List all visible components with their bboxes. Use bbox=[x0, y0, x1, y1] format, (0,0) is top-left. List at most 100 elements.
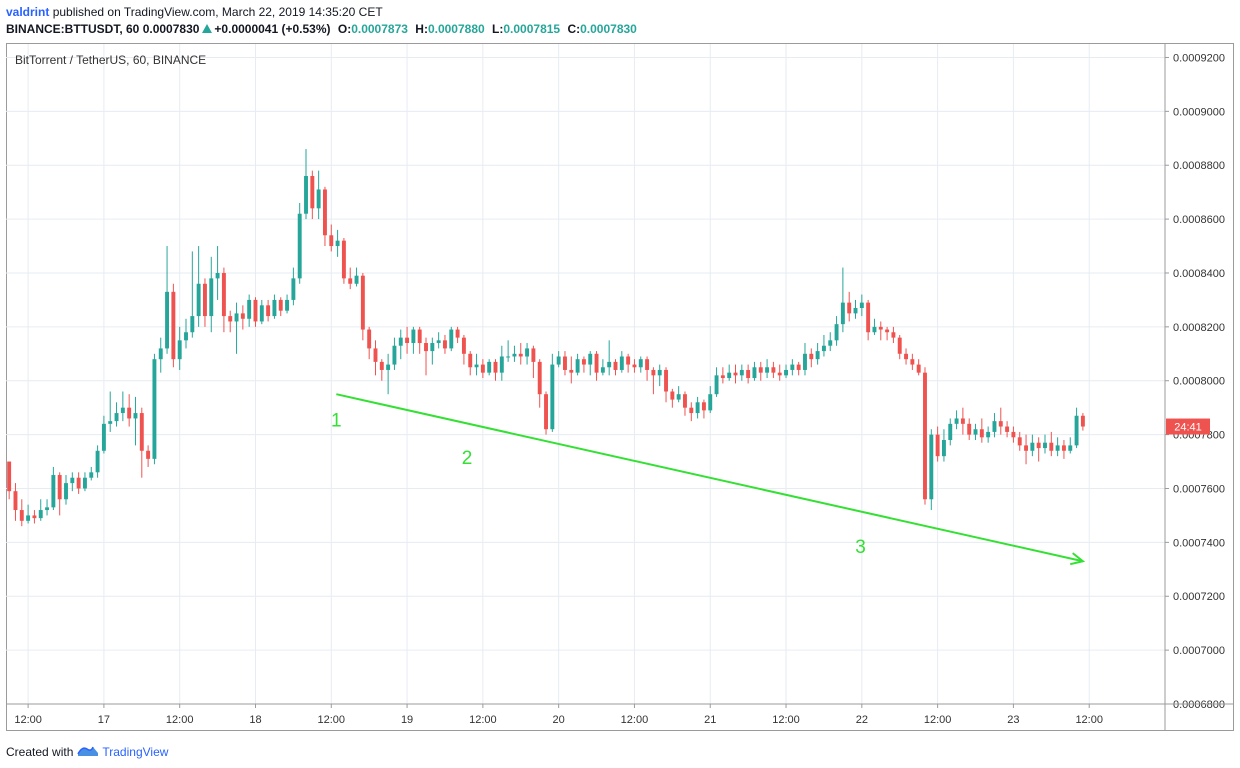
candle-body bbox=[998, 421, 1003, 427]
candle-body bbox=[146, 450, 151, 459]
touch-point-label: 1 bbox=[331, 411, 342, 432]
candle-body bbox=[354, 275, 359, 284]
candle-body bbox=[335, 240, 340, 247]
x-tick-label: 12:00 bbox=[14, 714, 42, 726]
low-label: L: bbox=[492, 22, 504, 36]
candle-body bbox=[581, 359, 586, 365]
candle-body bbox=[127, 407, 132, 419]
candle-body bbox=[64, 483, 68, 500]
tradingview-logo-icon bbox=[77, 743, 99, 760]
candle-body bbox=[1030, 442, 1035, 451]
high-label: H: bbox=[415, 22, 428, 36]
candle-body bbox=[259, 305, 264, 322]
candle-body bbox=[13, 491, 18, 511]
candle-body bbox=[1049, 442, 1054, 451]
candle-body bbox=[569, 369, 574, 373]
candle-body bbox=[676, 394, 681, 400]
candle-body bbox=[771, 367, 776, 373]
candle-body bbox=[38, 510, 43, 519]
tradingview-link[interactable]: TradingView bbox=[102, 744, 169, 759]
up-arrow-icon bbox=[202, 24, 213, 33]
candle-body bbox=[859, 302, 864, 308]
candle-body bbox=[158, 348, 163, 360]
candle-body bbox=[525, 348, 530, 357]
candle-body bbox=[291, 278, 296, 300]
candle-body bbox=[323, 189, 327, 236]
candle-body bbox=[202, 283, 207, 317]
candle-body bbox=[657, 369, 662, 376]
candle-body bbox=[632, 364, 637, 368]
candle-body bbox=[19, 510, 24, 521]
candle-body bbox=[95, 450, 100, 473]
x-tick-label: 12:00 bbox=[621, 714, 649, 726]
candle-body bbox=[316, 189, 321, 209]
footer: Created with TradingView bbox=[6, 743, 168, 760]
candle-body bbox=[7, 461, 12, 492]
candle-body bbox=[512, 353, 517, 357]
candle-body bbox=[228, 316, 233, 322]
x-tick-label: 17 bbox=[98, 714, 110, 726]
candle-body bbox=[133, 413, 138, 419]
touch-point-label: 3 bbox=[855, 537, 866, 558]
candle-body bbox=[878, 326, 883, 330]
candle-body bbox=[518, 353, 523, 357]
candle-body bbox=[701, 402, 706, 411]
candle-body bbox=[360, 275, 365, 330]
candle-body bbox=[114, 413, 119, 422]
candle-body bbox=[89, 472, 94, 478]
candle-body bbox=[367, 329, 372, 349]
close-value: 0.0007830 bbox=[580, 22, 637, 36]
candle-body bbox=[247, 299, 252, 319]
trendline bbox=[336, 393, 1084, 563]
candle-body bbox=[430, 343, 435, 352]
x-tick-label: 12:00 bbox=[1075, 714, 1103, 726]
x-tick-label: 20 bbox=[553, 714, 565, 726]
candle-body bbox=[840, 302, 845, 325]
candle-body bbox=[645, 359, 650, 370]
candle-body bbox=[784, 369, 788, 376]
candle-body bbox=[733, 372, 738, 376]
candle-body bbox=[108, 421, 113, 424]
candle-body bbox=[834, 324, 839, 341]
open-label: O: bbox=[337, 22, 352, 36]
candle-body bbox=[392, 345, 397, 365]
symbol-label: BINANCE:BTTUSDT, 60 bbox=[6, 22, 140, 36]
candle-body bbox=[424, 343, 428, 352]
last-price: 0.0007830 bbox=[142, 22, 200, 36]
candle-body bbox=[891, 332, 896, 338]
candle-body bbox=[758, 367, 763, 373]
candle-body bbox=[480, 364, 485, 373]
candle-body bbox=[815, 351, 820, 360]
candle-body bbox=[550, 364, 555, 430]
y-tick-label: 0.0008000 bbox=[1173, 376, 1225, 388]
ohlc-line: BINANCE:BTTUSDT, 60 0.0007830 +0.0000041 … bbox=[6, 22, 637, 36]
candle-body bbox=[904, 353, 908, 360]
candle-body bbox=[341, 240, 346, 279]
publish-info: published on TradingView.com, March 22, … bbox=[52, 5, 383, 19]
candle-body bbox=[600, 367, 605, 373]
candle-body bbox=[139, 413, 144, 451]
candle-body bbox=[683, 394, 687, 408]
candle-body bbox=[885, 329, 890, 333]
x-tick-label: 12:00 bbox=[166, 714, 194, 726]
candle-body bbox=[670, 391, 675, 400]
author-link[interactable]: valdrint bbox=[6, 5, 50, 19]
candle-body bbox=[828, 340, 833, 346]
candle-body bbox=[796, 364, 801, 370]
candle-body bbox=[209, 278, 214, 317]
candle-body bbox=[1074, 415, 1079, 446]
candle-body bbox=[960, 418, 965, 424]
candle-body bbox=[310, 176, 315, 209]
candle-body bbox=[449, 329, 454, 349]
chart-grid bbox=[6, 44, 1165, 705]
candle-body bbox=[537, 361, 542, 395]
candle-body bbox=[619, 356, 624, 370]
candle-body bbox=[935, 434, 940, 457]
candle-body bbox=[221, 272, 226, 317]
candle-body bbox=[979, 429, 984, 438]
candle-body bbox=[443, 340, 447, 349]
candle-body bbox=[487, 361, 492, 373]
candle-body bbox=[297, 213, 302, 279]
candle-body bbox=[417, 329, 422, 344]
